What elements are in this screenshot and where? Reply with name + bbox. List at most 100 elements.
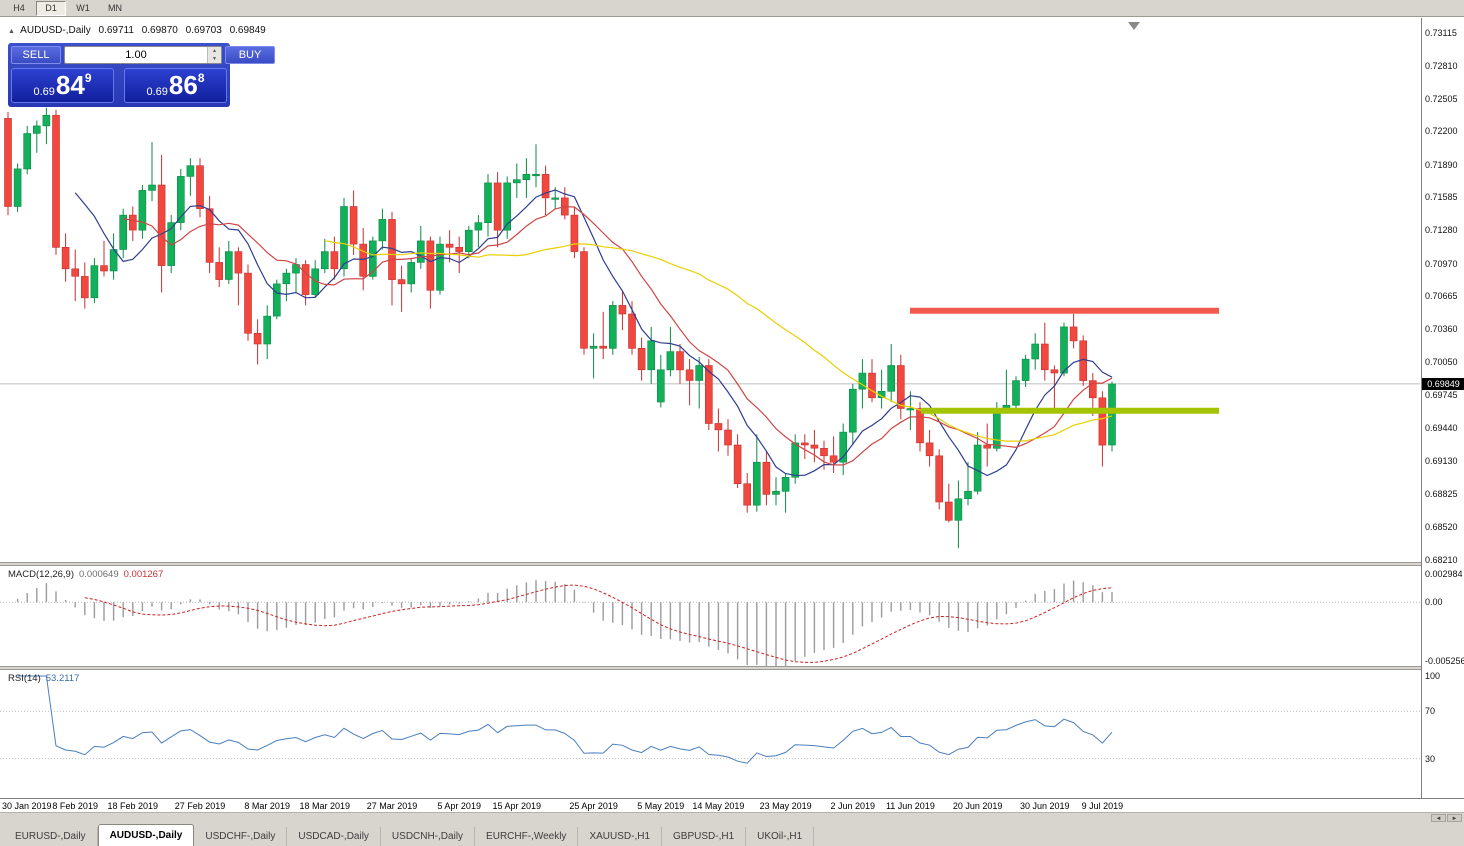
macd-main-value: 0.000649 <box>79 569 119 580</box>
date-label: 25 Apr 2019 <box>569 801 618 811</box>
macd-axis-label: 0.00 <box>1425 597 1443 608</box>
date-label: 18 Mar 2019 <box>299 801 351 811</box>
chart-tab-usdcad[interactable]: USDCAD-,Daily <box>287 827 381 846</box>
chart-tab-xauusd[interactable]: XAUUSD-,H1 <box>578 827 663 846</box>
tab-scroll-left-icon[interactable]: ◄ <box>1431 814 1446 822</box>
price-axis-label: 0.71890 <box>1425 159 1458 170</box>
price-axis-label: 0.70360 <box>1425 324 1458 334</box>
price-axis-label: 0.68210 <box>1425 555 1458 565</box>
ohlc-open: 0.69711 <box>98 25 134 36</box>
price-axis-label: 0.70970 <box>1425 258 1458 269</box>
buy-price-sup: 8 <box>197 71 205 85</box>
date-axis[interactable]: 30 Jan 2019 8 Feb 2019 18 Feb 2019 27 Feb 2… <box>0 798 1464 812</box>
macd-axis-label: 0.002984 <box>1425 569 1463 579</box>
buy-price-base: 0.69 <box>146 86 168 98</box>
sell-price-big: 84 <box>55 70 85 100</box>
ma-line-fast <box>74 189 1113 477</box>
sell-price-box[interactable]: 0.69 84 9 <box>11 68 114 103</box>
sell-price-sup: 9 <box>84 71 92 85</box>
price-axis-label: 0.73115 <box>1425 28 1457 38</box>
price-axis-label: 0.72505 <box>1425 93 1458 104</box>
pane-splitter[interactable] <box>0 666 1464 670</box>
ohlc-high: 0.69870 <box>141 25 178 36</box>
date-label: 30 Jun 2019 <box>1020 801 1070 811</box>
tab-scroll-right-icon[interactable]: ► <box>1447 814 1462 822</box>
chart-tab-usdcnh[interactable]: USDCNH-,Daily <box>381 827 476 846</box>
date-label: 5 Apr 2019 <box>437 801 481 811</box>
timeframe-button-w1[interactable]: W1 <box>68 0 98 16</box>
timeframe-button-h4[interactable]: H4 <box>4 0 34 16</box>
rsi-canvas[interactable] <box>0 670 1420 797</box>
rsi-axis-label: 30 <box>1425 753 1436 764</box>
volume-field: ▲ ▼ <box>64 46 222 64</box>
rsi-axis-label: 100 <box>1425 671 1441 681</box>
date-label: 23 May 2019 <box>759 801 812 811</box>
macd-title: MACD(12,26,9) <box>8 569 74 580</box>
macd-axis-label: -0.005256 <box>1425 656 1464 666</box>
sell-button[interactable]: SELL <box>11 46 61 64</box>
price-axis-label: 0.70050 <box>1425 357 1458 368</box>
volume-input[interactable] <box>65 47 207 63</box>
buy-price-big: 86 <box>168 70 198 100</box>
rsi-line <box>17 675 1113 764</box>
macd-canvas[interactable] <box>0 566 1420 666</box>
price-axis-label: 0.72200 <box>1425 126 1458 137</box>
chart-tab-bar: EURUSD-,Daily AUDUSD-,Daily USDCHF-,Daily U… <box>0 822 1464 846</box>
date-label: 2 Jun 2019 <box>830 801 876 811</box>
ohlc-close: 0.69849 <box>229 25 266 36</box>
macd-histogram <box>16 580 1113 666</box>
price-axis-label: 0.71280 <box>1425 225 1458 236</box>
timeframe-button-d1[interactable]: D1 <box>36 0 66 16</box>
date-label: 15 Apr 2019 <box>492 801 542 811</box>
chart-tab-audusd[interactable]: AUDUSD-,Daily <box>97 824 195 846</box>
price-axis-label: 0.70665 <box>1425 291 1458 302</box>
ohlc-low: 0.69703 <box>185 25 222 36</box>
price-chart-canvas[interactable] <box>0 18 1420 562</box>
chart-tab-gbpusd[interactable]: GBPUSD-,H1 <box>662 827 747 846</box>
chart-shift-marker-icon <box>1128 22 1140 30</box>
date-label: 30 Jan 2019 <box>2 801 52 811</box>
buy-button[interactable]: BUY <box>225 46 275 64</box>
ma-line-slow <box>324 240 1113 442</box>
chart-tab-usdchf[interactable]: USDCHF-,Daily <box>194 827 288 846</box>
rsi-axis-label: 70 <box>1425 706 1436 717</box>
price-axis-label: 0.71585 <box>1425 192 1458 203</box>
date-label: 14 May 2019 <box>692 801 745 811</box>
price-axis-label: 0.69440 <box>1425 422 1458 433</box>
rsi-value: 53.2117 <box>45 673 80 684</box>
date-label: 20 Jun 2019 <box>952 801 1003 811</box>
buy-price-box[interactable]: 0.69 86 8 <box>124 68 227 103</box>
volume-down-button[interactable]: ▼ <box>208 55 221 63</box>
chart-symbol-label: AUDUSD-,Daily <box>20 25 91 36</box>
pane-splitter[interactable] <box>0 562 1464 566</box>
current-price-badge: 0.69849 <box>1422 377 1464 390</box>
price-axis-label: 0.68825 <box>1425 488 1458 499</box>
price-axis-label: 0.72810 <box>1425 60 1458 71</box>
candles-group <box>4 107 1116 549</box>
horizontal-scrollbar[interactable]: ◄ ► <box>0 812 1464 822</box>
chart-tab-ukoil[interactable]: UKOil-,H1 <box>746 827 815 846</box>
timeframe-button-mn[interactable]: MN <box>100 0 130 16</box>
date-label: 11 Jun 2019 <box>885 801 935 811</box>
rsi-title: RSI(14) <box>8 673 41 684</box>
volume-up-button[interactable]: ▲ <box>208 47 221 55</box>
sell-price-base: 0.69 <box>33 86 55 98</box>
date-label: 27 Feb 2019 <box>174 801 226 811</box>
collapse-icon[interactable]: ▲ <box>8 28 15 35</box>
date-label: 27 Mar 2019 <box>366 801 418 811</box>
rsi-label: RSI(14) 53.2117 <box>8 673 79 684</box>
macd-label: MACD(12,26,9) 0.000649 0.001267 <box>8 569 163 580</box>
chart-tab-eurusd[interactable]: EURUSD-,Daily <box>4 827 98 846</box>
date-label: 8 Feb 2019 <box>52 801 98 811</box>
date-label: 8 Mar 2019 <box>244 801 290 811</box>
price-axis[interactable]: 0.69849 0.73115 0.72810 0.72505 0.72200 0.71… <box>1421 18 1464 798</box>
date-label: 18 Feb 2019 <box>107 801 159 811</box>
price-axis-label: 0.69745 <box>1425 390 1458 401</box>
price-axis-label: 0.69130 <box>1425 456 1458 467</box>
timeframe-toolbar: H4 D1 W1 MN <box>0 0 1464 17</box>
date-label: 9 Jul 2019 <box>1081 801 1124 811</box>
chart-tab-eurchf[interactable]: EURCHF-,Weekly <box>475 827 579 846</box>
ma-line-medium <box>123 206 1113 466</box>
